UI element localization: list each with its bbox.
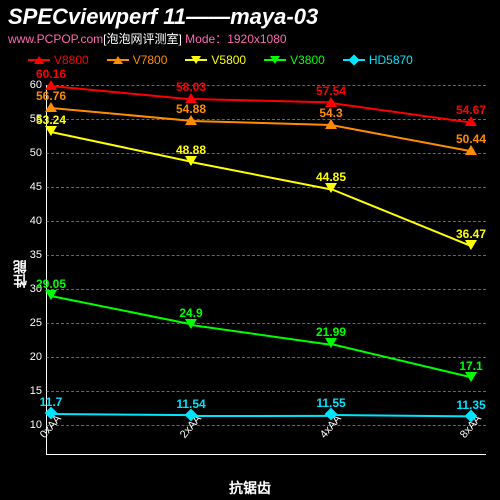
y-tick: 50 bbox=[18, 147, 42, 159]
chart-subtitle: www.PCPOP.com[泡泡网评测室] Mode：1920x1080 bbox=[0, 30, 500, 51]
y-tick: 40 bbox=[18, 215, 42, 227]
grid-line bbox=[46, 357, 486, 358]
legend-label: V8800 bbox=[54, 53, 89, 67]
grid-line bbox=[46, 221, 486, 222]
plot-area: 10152025303540455055600xAA2xAA4xAA8xAA60… bbox=[46, 85, 486, 455]
series-line-v3800 bbox=[331, 343, 471, 378]
legend-marker bbox=[107, 59, 129, 61]
series-marker-v7800 bbox=[185, 115, 197, 125]
series-line-v8800 bbox=[51, 85, 191, 100]
series-line-v5800 bbox=[51, 131, 191, 163]
grid-line bbox=[46, 425, 486, 426]
chart-container: SPECviewperf 11——maya-03 www.PCPOP.com[泡… bbox=[0, 0, 500, 500]
legend-label: V3800 bbox=[290, 53, 325, 67]
grid-line bbox=[46, 255, 486, 256]
series-marker-v7800 bbox=[465, 145, 477, 155]
value-label: 17.1 bbox=[459, 359, 482, 373]
value-label: 56.76 bbox=[36, 89, 66, 103]
y-tick: 10 bbox=[18, 419, 42, 431]
value-label: 44.85 bbox=[316, 170, 346, 184]
series-line-v8800 bbox=[191, 98, 331, 103]
grid-line bbox=[46, 187, 486, 188]
value-label: 53.24 bbox=[36, 113, 66, 127]
value-label: 54.67 bbox=[456, 103, 486, 117]
mode-label: Mode： bbox=[185, 32, 227, 46]
grid-line bbox=[46, 323, 486, 324]
grid-line bbox=[46, 85, 486, 86]
series-line-v7800 bbox=[191, 120, 331, 126]
legend-item-v5800: V5800 bbox=[185, 53, 246, 67]
value-label: 54.3 bbox=[319, 106, 342, 120]
series-line-hd5870 bbox=[331, 414, 471, 417]
x-axis-label: 抗锯齿 bbox=[0, 478, 500, 498]
series-line-v7800 bbox=[331, 124, 471, 152]
value-label: 50.44 bbox=[456, 132, 486, 146]
legend: V8800 V7800 V5800 V3800 HD5870 bbox=[0, 51, 500, 73]
series-marker-v5800 bbox=[45, 126, 57, 136]
value-label: 24.9 bbox=[179, 305, 202, 319]
series-marker-v5800 bbox=[465, 240, 477, 250]
series-marker-v3800 bbox=[185, 319, 197, 329]
y-tick: 45 bbox=[18, 181, 42, 193]
series-line-v3800 bbox=[51, 295, 191, 325]
legend-item-v3800: V3800 bbox=[264, 53, 325, 67]
grid-line bbox=[46, 289, 486, 290]
site-url: www.PCPOP.com bbox=[8, 32, 103, 46]
series-marker-v5800 bbox=[185, 156, 197, 166]
series-line-hd5870 bbox=[51, 413, 191, 416]
value-label: 60.16 bbox=[36, 67, 66, 81]
legend-marker bbox=[343, 59, 365, 61]
value-label: 21.99 bbox=[316, 325, 346, 339]
legend-label: V5800 bbox=[211, 53, 246, 67]
series-line-v5800 bbox=[191, 161, 331, 190]
legend-item-v7800: V7800 bbox=[107, 53, 168, 67]
y-tick: 15 bbox=[18, 385, 42, 397]
value-label: 54.88 bbox=[176, 102, 206, 116]
series-line-v5800 bbox=[331, 188, 472, 247]
series-marker-v7800 bbox=[45, 102, 57, 112]
value-label: 36.47 bbox=[456, 227, 486, 241]
y-tick: 35 bbox=[18, 249, 42, 261]
value-label: 57.54 bbox=[316, 84, 346, 98]
value-label: 48.88 bbox=[176, 142, 206, 156]
value-label: 11.55 bbox=[316, 396, 345, 410]
legend-marker bbox=[28, 59, 50, 61]
legend-label: V7800 bbox=[133, 53, 168, 67]
grid-line bbox=[46, 391, 486, 392]
series-marker-v3800 bbox=[325, 338, 337, 348]
x-axis-line bbox=[46, 454, 486, 455]
grid-line bbox=[46, 119, 486, 120]
series-line-hd5870 bbox=[191, 414, 331, 416]
value-label: 11.35 bbox=[456, 398, 485, 412]
y-tick: 20 bbox=[18, 351, 42, 363]
value-label: 29.05 bbox=[36, 277, 66, 291]
grid-line bbox=[46, 153, 486, 154]
y-tick: 25 bbox=[18, 317, 42, 329]
series-line-v3800 bbox=[191, 324, 331, 346]
value-label: 11.7 bbox=[40, 395, 63, 409]
series-marker-v3800 bbox=[45, 290, 57, 300]
series-marker-v3800 bbox=[465, 372, 477, 382]
series-marker-v5800 bbox=[325, 183, 337, 193]
value-label: 58.03 bbox=[176, 80, 206, 94]
series-marker-v7800 bbox=[325, 119, 337, 129]
legend-marker bbox=[185, 59, 207, 61]
series-marker-v8800 bbox=[465, 116, 477, 126]
legend-item-v8800: V8800 bbox=[28, 53, 89, 67]
legend-marker bbox=[264, 59, 286, 61]
lab-name: [泡泡网评测室] bbox=[103, 32, 182, 46]
value-label: 11.54 bbox=[176, 396, 205, 410]
chart-title: SPECviewperf 11——maya-03 bbox=[0, 0, 500, 30]
legend-item-hd5870: HD5870 bbox=[343, 53, 413, 67]
legend-label: HD5870 bbox=[369, 53, 413, 67]
mode-value: 1920x1080 bbox=[227, 32, 286, 46]
